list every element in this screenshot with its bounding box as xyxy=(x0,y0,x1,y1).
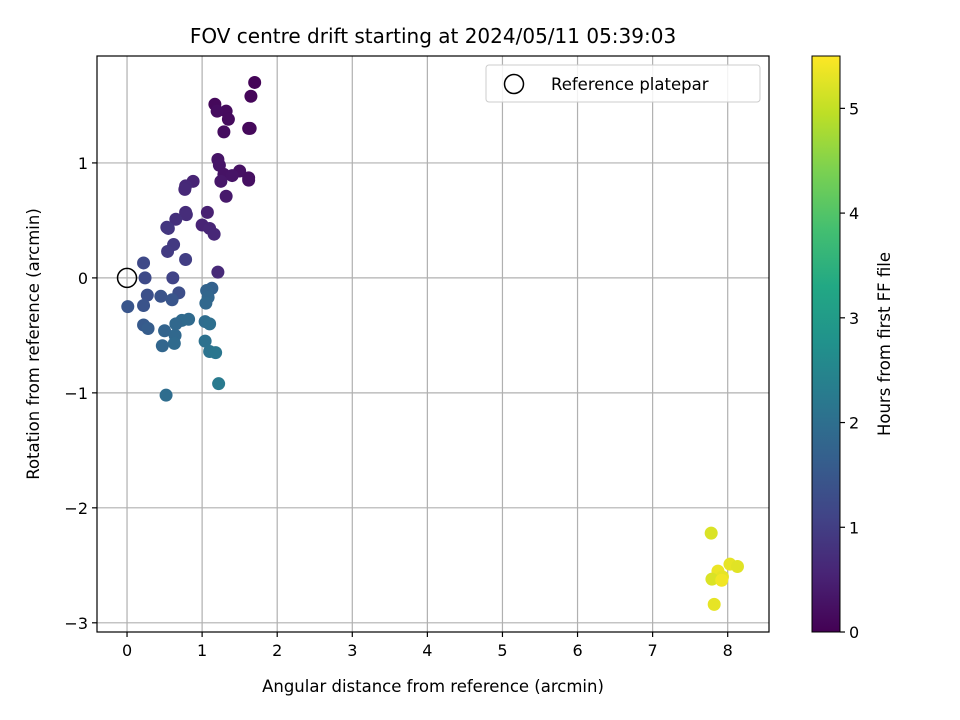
y-axis-ticks: −3 −2 −1 0 1 xyxy=(64,154,97,633)
data-point xyxy=(178,182,192,196)
x-tick-label: 1 xyxy=(197,641,207,660)
data-point xyxy=(244,89,258,103)
data-point xyxy=(198,334,212,348)
plot-frame xyxy=(96,55,770,633)
data-point xyxy=(707,597,721,611)
x-tick-label: 0 xyxy=(122,641,132,660)
legend: Reference platepar xyxy=(485,64,761,103)
data-point xyxy=(212,377,226,391)
reference-platepar-marker xyxy=(116,267,138,289)
data-point xyxy=(704,526,718,540)
legend-label-reference: Reference platepar xyxy=(551,75,709,94)
x-tick-label: 4 xyxy=(422,641,432,660)
data-point xyxy=(214,174,228,188)
data-point xyxy=(217,125,231,139)
data-point xyxy=(154,289,168,303)
y-tick-label: 1 xyxy=(78,154,88,173)
y-tick-label: −1 xyxy=(64,384,88,403)
data-point xyxy=(140,288,154,302)
y-tick-label: −2 xyxy=(64,499,88,518)
colorbar-tick-label: 4 xyxy=(849,204,859,223)
data-point xyxy=(199,296,213,310)
data-points xyxy=(121,75,744,611)
colorbar-tick-label: 2 xyxy=(849,414,859,433)
x-tick-label: 2 xyxy=(272,641,282,660)
data-point xyxy=(715,573,729,587)
data-point xyxy=(121,300,135,314)
chart-title: FOV centre drift starting at 2024/05/11 … xyxy=(190,24,676,48)
x-tick-label: 6 xyxy=(572,641,582,660)
y-tick-label: 0 xyxy=(78,269,88,288)
colorbar-tick-label: 5 xyxy=(849,99,859,118)
colorbar-tick-label: 0 xyxy=(849,623,859,642)
data-point xyxy=(242,173,256,187)
data-point xyxy=(243,121,257,135)
colorbar-ticks: 0 1 2 3 4 5 xyxy=(840,99,859,642)
data-point xyxy=(211,265,225,279)
colorbar-tick-label: 1 xyxy=(849,518,859,537)
colorbar-gradient xyxy=(811,55,841,633)
legend-box xyxy=(485,64,761,103)
colorbar-label: Hours from first FF file xyxy=(875,252,894,436)
y-tick-label: −3 xyxy=(64,614,88,633)
data-point xyxy=(137,298,151,312)
data-point xyxy=(165,293,179,307)
data-point xyxy=(179,208,193,222)
data-point xyxy=(169,317,183,331)
legend-marker-reference xyxy=(503,73,525,95)
data-point xyxy=(167,336,181,350)
data-point xyxy=(155,339,169,353)
colorbar-tick-label: 3 xyxy=(849,309,859,328)
data-point xyxy=(166,271,180,285)
x-axis-ticks: 0 1 2 3 4 5 6 7 8 xyxy=(122,632,733,660)
data-point xyxy=(730,559,744,573)
data-point xyxy=(161,244,175,258)
data-point xyxy=(210,104,224,118)
data-point xyxy=(207,227,221,241)
data-point xyxy=(225,169,239,183)
data-point xyxy=(203,317,217,331)
y-axis-label: Rotation from reference (arcmin) xyxy=(24,208,43,480)
data-point xyxy=(248,75,262,89)
data-point xyxy=(179,252,193,266)
data-point xyxy=(209,346,223,360)
x-tick-label: 3 xyxy=(347,641,357,660)
data-point xyxy=(221,112,235,126)
x-tick-label: 5 xyxy=(497,641,507,660)
data-point xyxy=(158,324,172,338)
data-point xyxy=(137,256,151,270)
data-point xyxy=(161,221,175,235)
grid xyxy=(97,56,769,632)
data-point xyxy=(159,388,173,402)
x-tick-label: 8 xyxy=(723,641,733,660)
colorbar: 0 1 2 3 4 5 Hours from first FF file xyxy=(811,55,894,642)
data-point xyxy=(141,321,155,335)
x-tick-label: 7 xyxy=(648,641,658,660)
data-point xyxy=(200,205,214,219)
data-point xyxy=(705,572,719,586)
data-point xyxy=(138,271,152,285)
data-point xyxy=(169,212,183,226)
x-axis-label: Angular distance from reference (arcmin) xyxy=(262,677,604,696)
data-point xyxy=(219,189,233,203)
